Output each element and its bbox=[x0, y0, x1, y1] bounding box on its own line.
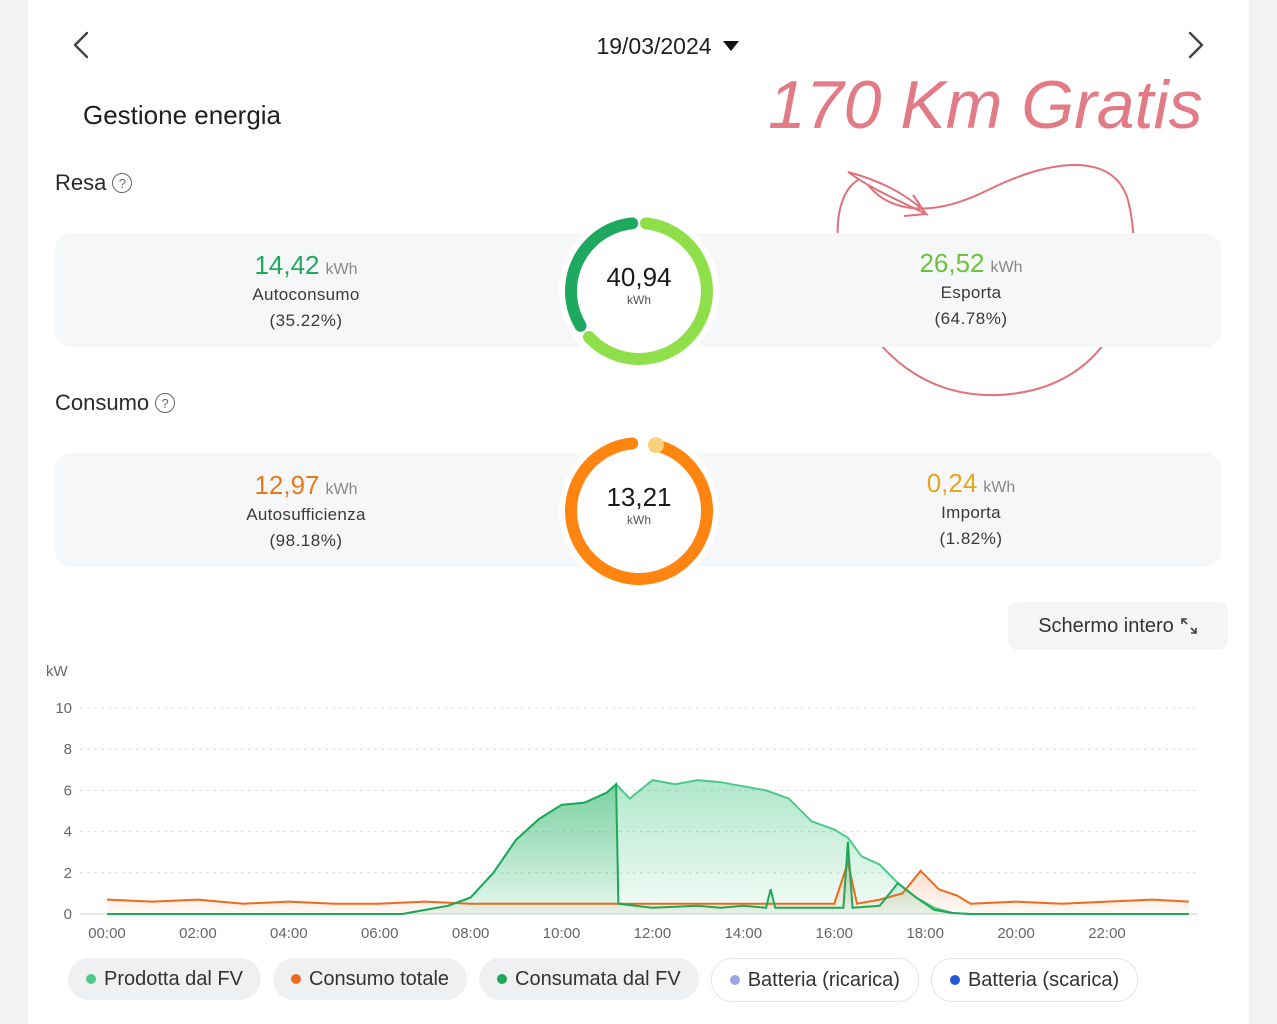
x-tick-label: 12:00 bbox=[634, 925, 672, 942]
consumo-self-unit: kWh bbox=[325, 481, 358, 498]
y-tick-label: 8 bbox=[64, 741, 72, 758]
consumo-ring bbox=[559, 431, 719, 591]
page-title: Gestione energia bbox=[83, 100, 282, 130]
x-tick-label: 10:00 bbox=[543, 925, 581, 942]
resa-help-icon[interactable]: ? bbox=[112, 173, 133, 193]
consumo-import-unit: kWh bbox=[983, 479, 1016, 496]
consumo-total-value: 13,21 bbox=[606, 482, 672, 512]
date-label: 19/03/2024 bbox=[596, 32, 712, 59]
resa-self-label: Autoconsumo bbox=[252, 285, 360, 304]
legend-label: Consumata dal FV bbox=[515, 967, 681, 990]
legend-label: Consumo totale bbox=[308, 967, 450, 990]
annotation-text: 170 Km Gratis bbox=[768, 67, 1203, 143]
date-selector[interactable]: 19/03/2024 bbox=[528, 26, 808, 66]
resa-export-value: 26,52 bbox=[919, 248, 985, 278]
legend-dot-icon bbox=[949, 975, 960, 985]
consumo-import-label: Importa bbox=[941, 503, 1001, 522]
legend-label: Prodotta dal FV bbox=[104, 967, 243, 990]
legend-consumata[interactable]: Consumata dal FV bbox=[479, 958, 699, 1000]
y-tick-label: 10 bbox=[55, 700, 72, 717]
chart-legend: Prodotta dal FV Consumo totale Consumata… bbox=[68, 958, 1139, 1002]
consumo-self-stat: 12,97 kWh Autosufficienza (98.18%) bbox=[156, 470, 456, 551]
legend-consumo-totale[interactable]: Consumo totale bbox=[272, 958, 468, 1000]
y-tick-label: 0 bbox=[64, 906, 72, 923]
consumo-self-value: 12,97 bbox=[254, 470, 320, 500]
legend-dot-icon bbox=[86, 974, 96, 984]
consumo-import-stat: 0,24 kWh Importa (1.82%) bbox=[821, 468, 1121, 549]
x-tick-label: 08:00 bbox=[452, 925, 490, 942]
energy-card: 19/03/2024 Gestione energia 170 Km Grati… bbox=[28, 0, 1249, 1024]
consumo-total: 13,21 kWh bbox=[559, 482, 719, 527]
x-tick-label: 16:00 bbox=[815, 925, 853, 942]
resa-self-value: 14,42 bbox=[254, 250, 320, 280]
y-axis-label: kW bbox=[46, 663, 69, 680]
x-tick-label: 18:00 bbox=[906, 925, 944, 942]
resa-total-unit: kWh bbox=[627, 293, 651, 307]
resa-self-stat: 14,42 kWh Autoconsumo (35.22%) bbox=[156, 250, 456, 331]
legend-prodotta[interactable]: Prodotta dal FV bbox=[68, 958, 261, 1000]
chevron-right-icon bbox=[1188, 31, 1204, 59]
next-day-button[interactable] bbox=[1176, 25, 1216, 65]
consumo-header: Consumo ? bbox=[55, 390, 176, 416]
consumo-self-label: Autosufficienza bbox=[246, 505, 366, 524]
resa-title: Resa bbox=[55, 170, 107, 195]
consumo-import-pct: (1.82%) bbox=[939, 529, 1003, 548]
consumo-self-pct: (98.18%) bbox=[269, 531, 343, 550]
consumo-total-unit: kWh bbox=[627, 513, 651, 527]
y-tick-label: 2 bbox=[64, 865, 72, 882]
x-tick-label: 04:00 bbox=[270, 925, 308, 942]
legend-batteria-ricarica[interactable]: Batteria (ricarica) bbox=[710, 958, 919, 1002]
caret-down-icon bbox=[722, 41, 739, 51]
power-chart[interactable]: kW 0 2 4 6 8 10 00:00 02:00 04:00 06:00 08:00 10:0… bbox=[28, 655, 1249, 950]
y-tick-label: 6 bbox=[64, 782, 72, 799]
resa-self-unit: kWh bbox=[325, 261, 358, 278]
legend-dot-icon bbox=[729, 975, 740, 985]
resa-self-pct: (35.22%) bbox=[269, 311, 343, 330]
y-tick-label: 4 bbox=[64, 824, 72, 841]
fullscreen-label: Schermo intero bbox=[1038, 614, 1174, 637]
consumo-ring-self-arc bbox=[565, 437, 713, 585]
resa-export-stat: 26,52 kWh Esporta (64.78%) bbox=[821, 248, 1121, 329]
legend-label: Batteria (scarica) bbox=[967, 968, 1120, 991]
chart-ticks: 00:00 02:00 04:00 06:00 08:00 10:00 12:00 14:00… bbox=[88, 925, 1126, 942]
resa-export-label: Esporta bbox=[940, 283, 1002, 302]
expand-icon bbox=[1181, 618, 1197, 634]
fullscreen-button[interactable]: Schermo intero bbox=[1008, 602, 1228, 650]
x-tick-label: 06:00 bbox=[361, 925, 399, 942]
series-prodotta-area bbox=[107, 780, 1189, 914]
handwritten-annotation: 170 Km Gratis bbox=[768, 67, 1203, 397]
consumo-import-value: 0,24 bbox=[926, 468, 978, 498]
chart-series bbox=[106, 779, 1189, 915]
x-tick-label: 02:00 bbox=[179, 925, 217, 942]
resa-total: 40,94 kWh bbox=[559, 262, 719, 307]
resa-ring-self-arc bbox=[565, 217, 713, 365]
consumo-help-icon[interactable]: ? bbox=[155, 393, 176, 413]
x-tick-label: 22:00 bbox=[1088, 925, 1126, 942]
chevron-left-icon bbox=[73, 31, 89, 59]
resa-export-pct: (64.78%) bbox=[934, 309, 1008, 328]
legend-label: Batteria (ricarica) bbox=[747, 968, 900, 991]
x-tick-label: 00:00 bbox=[88, 925, 126, 942]
resa-ring bbox=[559, 211, 719, 371]
resa-header: Resa ? bbox=[55, 170, 133, 196]
consumo-title: Consumo bbox=[55, 390, 150, 415]
legend-dot-icon bbox=[290, 974, 301, 984]
prev-day-button[interactable] bbox=[61, 25, 101, 65]
legend-batteria-scarica[interactable]: Batteria (scarica) bbox=[930, 958, 1139, 1002]
series-consumata-line bbox=[107, 781, 1189, 915]
resa-export-unit: kWh bbox=[990, 259, 1023, 276]
resa-total-value: 40,94 bbox=[606, 262, 672, 292]
resa-ring-export-arc bbox=[565, 217, 713, 365]
x-tick-label: 20:00 bbox=[997, 925, 1035, 942]
legend-dot-icon bbox=[497, 974, 508, 984]
x-tick-label: 14:00 bbox=[725, 925, 763, 942]
